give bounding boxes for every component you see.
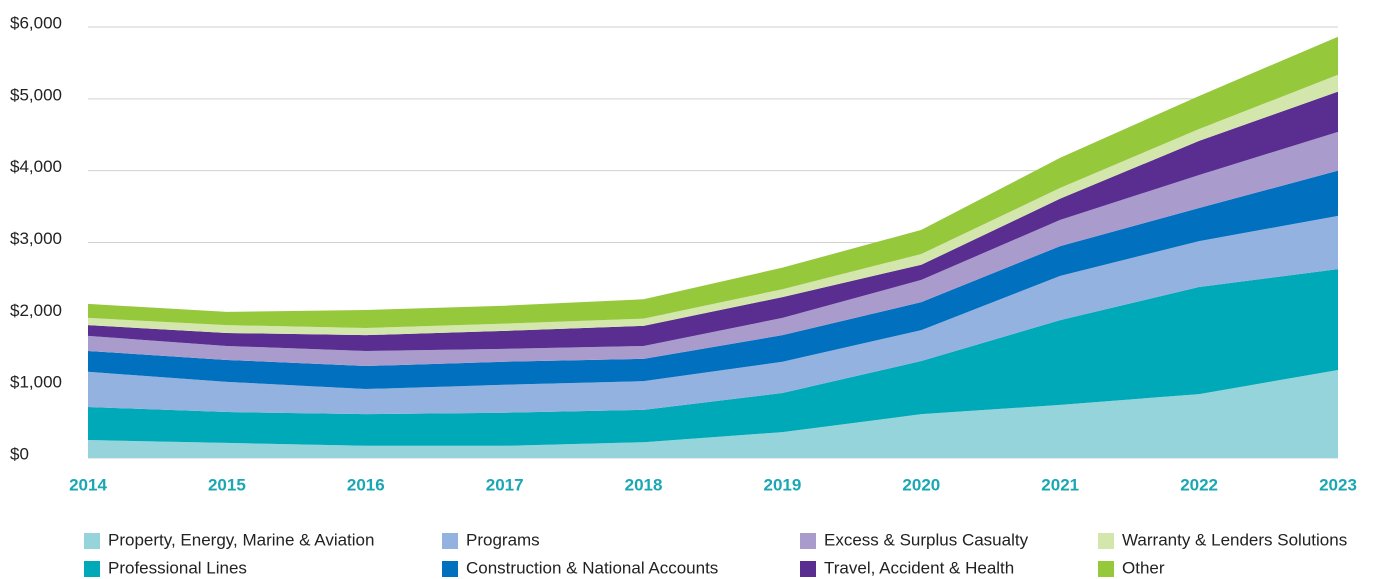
legend-label: Warranty & Lenders Solutions <box>1122 530 1347 549</box>
x-tick-label: 2017 <box>486 475 524 494</box>
legend-swatch <box>1098 561 1114 577</box>
x-tick-label: 2023 <box>1319 475 1357 494</box>
x-tick-label: 2022 <box>1180 475 1218 494</box>
legend-label: Excess & Surplus Casualty <box>824 530 1029 549</box>
x-tick-label: 2014 <box>69 475 107 494</box>
legend-swatch <box>84 533 100 549</box>
legend-label: Other <box>1122 558 1165 577</box>
area <box>88 170 1338 390</box>
area <box>88 370 1338 458</box>
area <box>88 215 1338 415</box>
y-tick-label: $6,000 <box>10 13 62 32</box>
legend-swatch <box>442 561 458 577</box>
legend-label: Professional Lines <box>108 558 247 577</box>
y-tick-label: $4,000 <box>10 157 62 176</box>
x-tick-label: 2016 <box>347 475 385 494</box>
y-tick-label: $2,000 <box>10 301 62 320</box>
legend-swatch <box>84 561 100 577</box>
x-tick-label: 2021 <box>1041 475 1079 494</box>
legend-label: Construction & National Accounts <box>466 558 718 577</box>
legend-swatch <box>442 533 458 549</box>
area <box>88 269 1338 446</box>
legend-swatch <box>800 533 816 549</box>
y-tick-label: $3,000 <box>10 229 62 248</box>
x-tick-label: 2015 <box>208 475 246 494</box>
x-tick-label: 2018 <box>625 475 663 494</box>
x-tick-label: 2020 <box>902 475 940 494</box>
legend-swatch <box>800 561 816 577</box>
legend-label: Programs <box>466 530 540 549</box>
x-tick-label: 2019 <box>764 475 802 494</box>
y-tick-label: $5,000 <box>10 85 62 104</box>
legend-label: Property, Energy, Marine & Aviation <box>108 530 374 549</box>
legend-label: Travel, Accident & Health <box>824 558 1014 577</box>
y-tick-label: $1,000 <box>10 373 62 392</box>
y-tick-label: $0 <box>10 444 29 463</box>
legend-swatch <box>1098 533 1114 549</box>
